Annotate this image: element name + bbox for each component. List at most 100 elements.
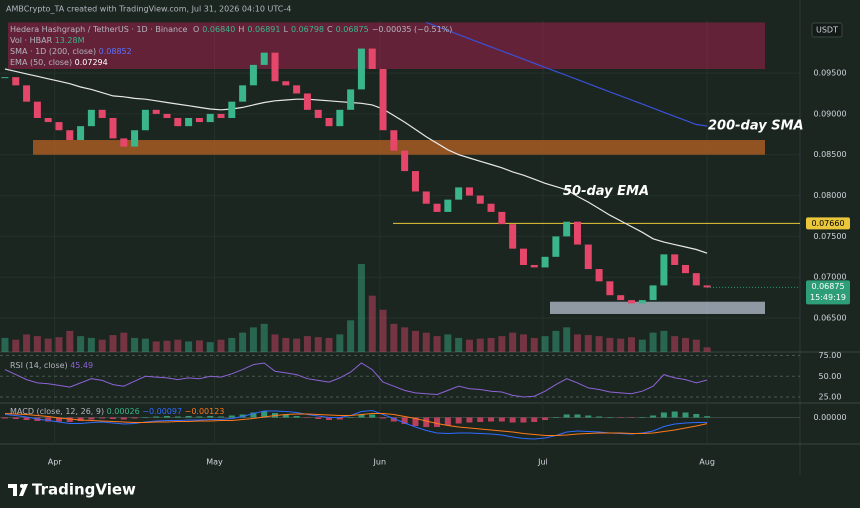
- ohlc-item: 0.06798: [291, 25, 324, 34]
- macd-histogram-bar: [628, 417, 635, 418]
- macd-histogram-bar: [66, 417, 73, 422]
- volume-bar: [260, 323, 268, 352]
- volume-bar: [325, 337, 333, 352]
- candle: [12, 77, 20, 86]
- currency-box[interactable]: [811, 22, 843, 38]
- volume-label: Vol · HBAR: [10, 36, 53, 45]
- candle: [206, 113, 214, 123]
- macd-line-value: −0.00097: [142, 407, 182, 416]
- volume-bar: [671, 336, 679, 352]
- zone: [33, 140, 765, 155]
- volume-bar: [195, 340, 203, 352]
- macd-histogram-bar: [552, 417, 559, 418]
- candle: [163, 113, 171, 118]
- macd-histogram-bar: [109, 417, 116, 419]
- volume-bar: [476, 338, 484, 352]
- indicator-line: [425, 21, 708, 127]
- candle: [617, 295, 625, 301]
- candle: [33, 101, 41, 118]
- ohlc-item: 0.06891: [247, 25, 280, 34]
- candle: [401, 150, 409, 172]
- volume-bar: [185, 341, 193, 352]
- candle: [260, 52, 268, 65]
- y-tick-label: 0.08500: [813, 150, 846, 159]
- volume-bar: [293, 338, 301, 352]
- candle: [638, 300, 646, 304]
- tradingview-logo[interactable]: TradingView: [8, 481, 136, 499]
- volume-bar: [595, 336, 603, 352]
- volume-legend: Vol · HBAR 13.28M: [10, 36, 85, 45]
- candle: [131, 130, 139, 147]
- volume-bar: [66, 330, 74, 352]
- last-price-tag: [806, 280, 850, 305]
- macd-histogram-bar: [174, 416, 181, 418]
- candle: [530, 264, 538, 268]
- macd-histogram-bar: [466, 417, 473, 423]
- macd-histogram-bar: [163, 416, 170, 418]
- annotation: 50-day EMA: [563, 184, 649, 199]
- volume-bar: [33, 336, 41, 352]
- x-tick-label: May: [206, 458, 223, 467]
- candle: [627, 300, 635, 304]
- rsi-line: [4, 362, 708, 398]
- volume-bar: [303, 336, 311, 352]
- candle: [519, 248, 527, 265]
- candle: [77, 126, 85, 141]
- volume-bar: [444, 334, 452, 352]
- volume-bar: [12, 339, 20, 352]
- logo-dot[interactable]: [20, 484, 24, 488]
- candle: [66, 130, 74, 141]
- macd-histogram-bar: [293, 416, 300, 418]
- macd-histogram-bar: [207, 416, 214, 418]
- ohlc-item: 0.06840: [202, 25, 235, 34]
- ohlc-item: O: [193, 25, 199, 34]
- candle: [649, 285, 657, 301]
- macd-histogram-bar: [45, 417, 52, 422]
- volume-bar: [120, 332, 128, 352]
- macd-histogram-bar: [390, 417, 397, 422]
- logo-text[interactable]: TradingView: [32, 481, 136, 499]
- candle: [336, 109, 344, 127]
- candle: [152, 109, 160, 114]
- volume-bar: [617, 338, 625, 352]
- candle: [1, 77, 9, 79]
- candle: [141, 109, 149, 131]
- macd-histogram-bar: [585, 415, 592, 418]
- candle: [44, 117, 52, 123]
- volume-bar: [584, 335, 592, 352]
- macd-histogram-bar: [563, 414, 570, 418]
- volume-bar: [174, 339, 182, 352]
- last-price-label: 0.06875: [811, 282, 844, 291]
- ohlc-item: −0.00035 (−0.51%): [372, 25, 453, 34]
- y-tick-label: 0.07000: [813, 273, 846, 282]
- macd-histogram-bar: [650, 415, 657, 418]
- macd-label: MACD (close, 12, 26, 9): [10, 407, 104, 416]
- macd-histogram-bar: [509, 417, 516, 423]
- volume-bar: [530, 337, 538, 352]
- volume-bar: [152, 341, 160, 352]
- macd-histogram-bar: [693, 414, 700, 418]
- macd-hist-value: 0.00026: [107, 407, 140, 416]
- volume-bar: [87, 337, 95, 352]
- candle: [228, 101, 236, 118]
- candle: [109, 117, 117, 139]
- currency[interactable]: USDT: [816, 26, 838, 35]
- macd-line: [4, 409, 708, 440]
- volume-bar: [433, 336, 441, 352]
- macd-histogram-bar: [617, 417, 624, 418]
- candle: [433, 203, 441, 212]
- macd-histogram-bar: [444, 417, 451, 426]
- macd-histogram-bar: [639, 417, 646, 418]
- volume-bar: [681, 337, 689, 352]
- volume-bar: [206, 342, 214, 352]
- volume-bar: [239, 332, 247, 352]
- macd-histogram-bar: [185, 416, 192, 418]
- volume-bar: [649, 332, 657, 352]
- candle: [120, 138, 128, 147]
- volume-bar: [627, 337, 635, 352]
- rsi-tick-label: 50.00: [819, 372, 842, 381]
- candle: [217, 113, 225, 118]
- candle: [660, 254, 668, 286]
